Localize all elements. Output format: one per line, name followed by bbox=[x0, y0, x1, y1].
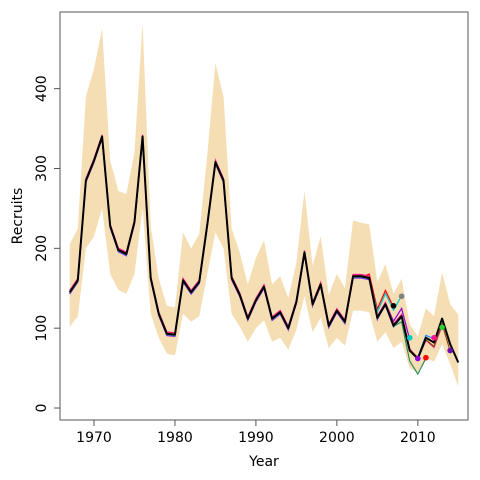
y-tick-label-400: 400 bbox=[34, 75, 50, 102]
peel-endpoint-2009 bbox=[406, 334, 413, 341]
x-tick-label-2000: 2000 bbox=[319, 430, 355, 446]
estimate-line bbox=[68, 135, 460, 363]
y-tick-label-200: 200 bbox=[34, 235, 50, 262]
y-tick-label-100: 100 bbox=[34, 315, 50, 342]
x-tick-label-2010: 2010 bbox=[400, 430, 436, 446]
y-tick-label-0: 0 bbox=[34, 404, 50, 413]
peel-endpoint-2012 bbox=[431, 334, 437, 341]
confidence-band-layer bbox=[69, 23, 459, 387]
peel-endpoint-2014 bbox=[447, 347, 453, 354]
x-axis: 1970 1980 1990 2000 2010 bbox=[76, 420, 436, 446]
confidence-band bbox=[69, 23, 459, 387]
y-axis: 0 100 200 300 400 bbox=[34, 75, 60, 412]
y-axis-title: Recruits bbox=[10, 188, 26, 245]
y-tick-label-300: 300 bbox=[34, 155, 50, 182]
peel-endpoint-2008 bbox=[398, 293, 405, 300]
x-tick-label-1980: 1980 bbox=[157, 430, 193, 446]
x-axis-title: Year bbox=[248, 454, 279, 470]
peel-endpoint-2013 bbox=[439, 324, 445, 331]
plot-frame bbox=[59, 11, 469, 421]
peel-endpoint-2011 bbox=[423, 354, 429, 361]
peel-endpoints-layer bbox=[390, 293, 453, 362]
peel-endpoint-2010 bbox=[415, 355, 421, 362]
x-tick-label-1990: 1990 bbox=[238, 430, 274, 446]
peel-endpoint-2007 bbox=[390, 303, 397, 309]
main-estimate-layer bbox=[68, 135, 460, 363]
x-tick-label-1970: 1970 bbox=[76, 430, 112, 446]
